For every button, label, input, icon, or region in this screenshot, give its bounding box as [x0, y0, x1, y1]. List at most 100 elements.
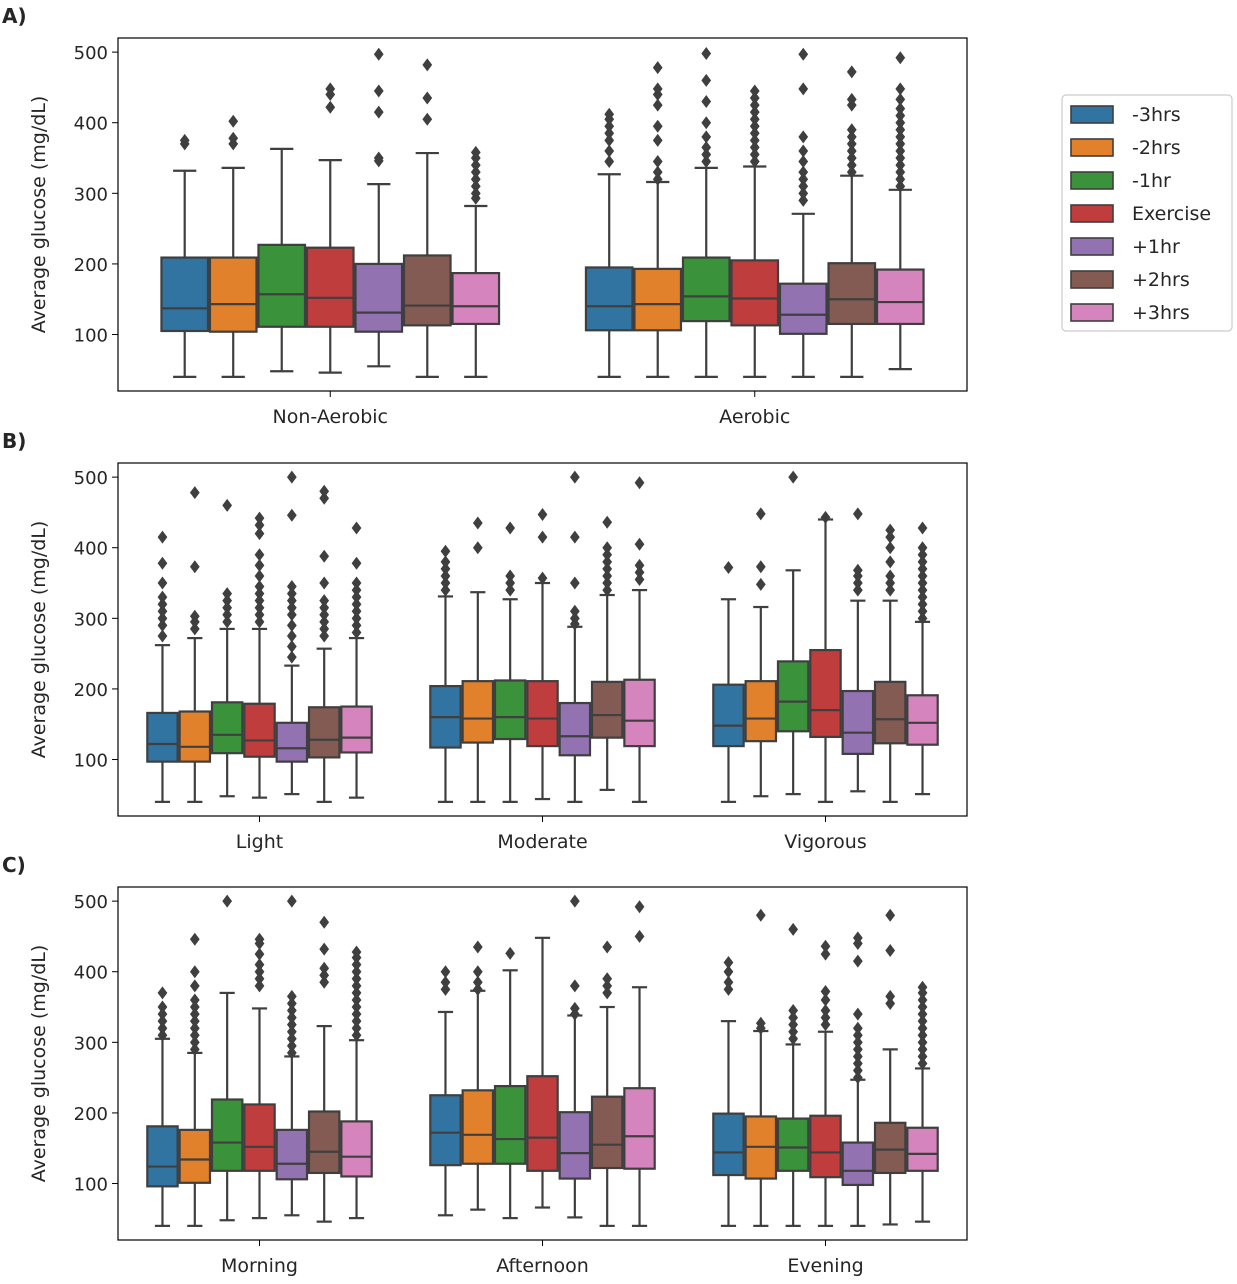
box-iqr [526, 680, 559, 748]
outlier-marker [440, 569, 451, 583]
outlier-marker [537, 530, 548, 544]
outlier-marker [701, 95, 712, 109]
outlier-marker [505, 576, 516, 590]
outlier-marker [820, 939, 831, 953]
outlier-marker [788, 1018, 799, 1032]
outlier-marker [157, 611, 168, 625]
box--2hrs-Non-Aerobic [208, 114, 258, 378]
box-Exercise-Vigorous [809, 510, 842, 803]
outlier-marker [723, 975, 734, 989]
box--2hrs-Moderate [461, 516, 495, 803]
box-iqr [526, 1075, 559, 1172]
outlier-marker [917, 1057, 928, 1070]
outlier-marker [157, 604, 168, 618]
box-Exercise-Morning [243, 932, 276, 1220]
outlier-marker [602, 548, 613, 562]
panel-3: C) Average glucose (mg/dL) 100 200 300 400 500… [2, 853, 968, 1277]
outlier-marker [286, 1011, 297, 1025]
outlier-marker [373, 151, 384, 165]
outlier-marker [917, 548, 928, 562]
outlier-marker [723, 560, 734, 574]
outlier-marker [852, 1057, 863, 1070]
outlier-marker [157, 1021, 168, 1035]
outlier-marker [749, 126, 760, 140]
box-+3hrs-Morning [340, 945, 373, 1220]
box-iqr [873, 680, 907, 745]
outlier-marker [351, 965, 362, 979]
outlier-marker [286, 640, 297, 654]
outlier-marker [602, 541, 613, 555]
legend-label: -3hrs [1132, 104, 1181, 126]
outlier-marker [505, 583, 516, 597]
outlier-marker [749, 119, 760, 133]
box-iqr [584, 266, 634, 332]
outlier-marker [422, 91, 433, 105]
outlier-marker [852, 583, 863, 597]
box-iqr [681, 256, 731, 323]
box--1hr-Light [210, 498, 244, 798]
outlier-marker [604, 126, 615, 140]
outlier-marker [895, 92, 906, 106]
outlier-marker [852, 576, 863, 590]
outlier-marker [885, 555, 896, 569]
outlier-marker [440, 965, 451, 979]
outlier-marker [325, 100, 336, 114]
outlier-marker [569, 530, 580, 544]
box-Exercise-Evening [809, 939, 842, 1227]
outlier-marker [157, 986, 168, 1000]
box-iqr [558, 1111, 592, 1180]
outlier-marker [846, 151, 857, 165]
outlier-marker [917, 562, 928, 576]
panel-label: B) [2, 429, 26, 453]
box-iqr [493, 679, 527, 741]
legend-item: +3hrs [1070, 302, 1190, 324]
outlier-marker [472, 982, 483, 996]
outlier-marker [846, 130, 857, 144]
outlier-marker [440, 982, 451, 996]
outlier-marker [634, 476, 645, 490]
outlier-marker [157, 597, 168, 611]
outlier-marker [254, 527, 265, 541]
outlier-marker [470, 186, 481, 200]
panel-1: A) Average glucose (mg/dL) 100 200 300 400 500… [2, 4, 968, 428]
box--1hr-Vigorous [776, 470, 810, 796]
outlier-marker [254, 972, 265, 986]
legend-swatch [1070, 138, 1114, 157]
outlier-marker [472, 975, 483, 989]
outlier-marker [319, 961, 330, 975]
box-iqr [623, 678, 656, 748]
legend-item: +1hr [1070, 236, 1180, 258]
outlier-marker [286, 618, 297, 632]
outlier-marker [885, 989, 896, 1003]
outlier-marker [602, 515, 613, 529]
box--1hr-Evening [776, 922, 810, 1227]
outlier-marker [254, 594, 265, 608]
outlier-marker [189, 965, 200, 979]
outlier-marker [222, 601, 233, 615]
outlier-marker [755, 507, 766, 521]
outlier-marker [820, 993, 831, 1007]
outlier-marker [895, 144, 906, 158]
box-iqr [257, 243, 307, 328]
panel-2: B) Average glucose (mg/dL) 100 200 300 400 500… [2, 429, 968, 853]
box-iqr [590, 680, 624, 739]
outlier-marker [885, 908, 896, 922]
x-tick-label: Light [236, 831, 283, 853]
outlier-marker [286, 996, 297, 1010]
outlier-marker [602, 576, 613, 590]
outlier-marker [569, 979, 580, 993]
box-iqr [461, 680, 495, 744]
outlier-marker [286, 608, 297, 622]
outlier-marker [885, 944, 896, 958]
outlier-marker [652, 172, 663, 186]
outlier-marker [179, 133, 190, 147]
box-iqr [906, 1126, 939, 1172]
outlier-marker [885, 583, 896, 597]
x-tick-label: Evening [787, 1255, 863, 1277]
outlier-marker [254, 958, 265, 972]
box--3hrs-Non-Aerobic [160, 133, 210, 378]
outlier-marker [895, 51, 906, 65]
box-iqr [623, 1087, 656, 1170]
outlier-marker [755, 577, 766, 591]
